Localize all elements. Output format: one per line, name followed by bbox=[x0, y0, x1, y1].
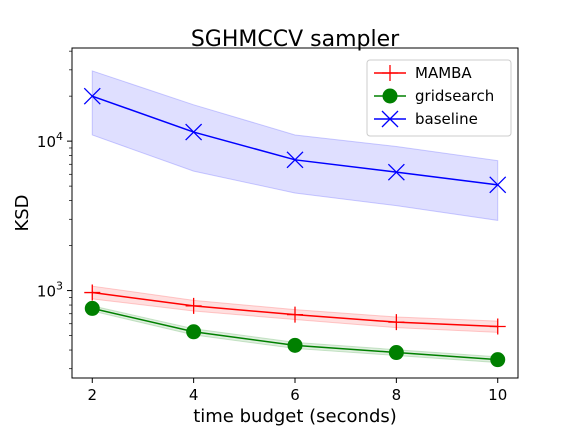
baseline-point bbox=[83, 87, 101, 105]
y-axis-label: KSD bbox=[12, 194, 33, 231]
legend-gridsearch-marker bbox=[382, 88, 398, 104]
y-axis: 103 104 bbox=[37, 50, 72, 370]
mamba-point bbox=[388, 314, 405, 331]
gridsearch-point bbox=[490, 352, 506, 368]
x-axis-label: time budget (seconds) bbox=[193, 406, 397, 427]
y-tick-label: 103 bbox=[37, 280, 63, 301]
y-tick-label: 104 bbox=[37, 130, 63, 151]
legend-gridsearch-label: gridsearch bbox=[415, 87, 494, 105]
legend-baseline-marker bbox=[381, 110, 399, 128]
x-tick-label: 4 bbox=[189, 386, 199, 404]
legend-baseline-label: baseline bbox=[415, 110, 478, 128]
baseline-point bbox=[185, 123, 203, 141]
gridsearch-point bbox=[186, 324, 202, 340]
gridsearch-point bbox=[388, 345, 404, 361]
mamba-point bbox=[287, 306, 303, 323]
gridsearch-point bbox=[84, 300, 100, 316]
legend-box bbox=[366, 59, 512, 137]
series-markers bbox=[83, 87, 507, 368]
legend-mamba-label: MAMBA bbox=[415, 64, 472, 82]
mamba-point bbox=[185, 297, 202, 314]
x-tick-label: 8 bbox=[392, 386, 402, 404]
gridsearch-point bbox=[287, 337, 303, 353]
baseline-band bbox=[91, 70, 499, 221]
x-axis: 2 4 6 8 10 bbox=[87, 378, 507, 404]
x-tick-label: 6 bbox=[290, 386, 300, 404]
baseline-point bbox=[489, 176, 507, 194]
baseline-point bbox=[286, 151, 304, 169]
x-tick-label: 10 bbox=[488, 386, 507, 404]
legend-mamba-marker bbox=[382, 65, 398, 81]
legend: MAMBA gridsearch baseline bbox=[366, 59, 512, 137]
mamba-point bbox=[489, 318, 506, 335]
x-tick-label: 2 bbox=[87, 386, 97, 404]
baseline-point bbox=[387, 163, 405, 181]
mamba-point bbox=[84, 284, 101, 301]
